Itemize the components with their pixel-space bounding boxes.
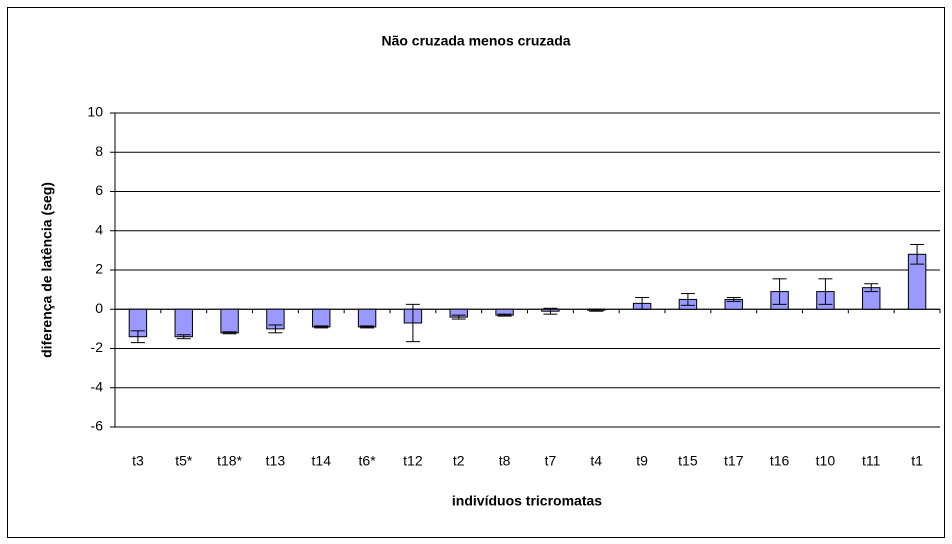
y-tick-label: 4 (95, 221, 103, 237)
x-axis-label: indivíduos tricromatas (452, 493, 602, 509)
x-tick-label: t16 (770, 453, 790, 469)
y-tick-label: 2 (95, 261, 103, 277)
x-tick-label: t9 (636, 453, 648, 469)
x-tick-label: t13 (266, 453, 286, 469)
y-tick-label: -4 (91, 378, 104, 394)
x-tick-label: t15 (678, 453, 698, 469)
bar (357, 308, 377, 328)
x-tick-label: t18* (217, 453, 242, 469)
x-tick-label: t11 (862, 453, 881, 469)
x-tick-label: t14 (312, 453, 332, 469)
x-tick-label: t10 (816, 453, 836, 469)
y-axis-label: diferença de latência (seg) (39, 182, 55, 358)
y-tick-label: 8 (95, 143, 103, 159)
y-tick-label: 10 (87, 104, 103, 120)
x-tick-label: t1 (911, 453, 923, 469)
bar (312, 308, 331, 328)
x-tick-label: t8 (499, 453, 511, 469)
x-tick-label: t6* (359, 453, 377, 469)
y-tick-label: -6 (91, 418, 104, 434)
x-tick-label: t5* (175, 453, 193, 469)
x-tick-label: t17 (724, 453, 744, 469)
x-tick-label: t12 (403, 453, 423, 469)
y-tick-label: 6 (95, 182, 103, 198)
chart-frame (7, 7, 945, 538)
y-tick-label: 0 (95, 300, 103, 316)
y-tick-label: -2 (91, 339, 104, 355)
x-tick-label: t3 (132, 453, 144, 469)
chart-title: Não cruzada menos cruzada (381, 33, 570, 49)
x-tick-label: t7 (545, 453, 557, 469)
x-tick-label: t4 (590, 453, 602, 469)
bar (174, 308, 193, 338)
x-tick-label: t2 (453, 453, 465, 469)
bar (220, 308, 239, 334)
